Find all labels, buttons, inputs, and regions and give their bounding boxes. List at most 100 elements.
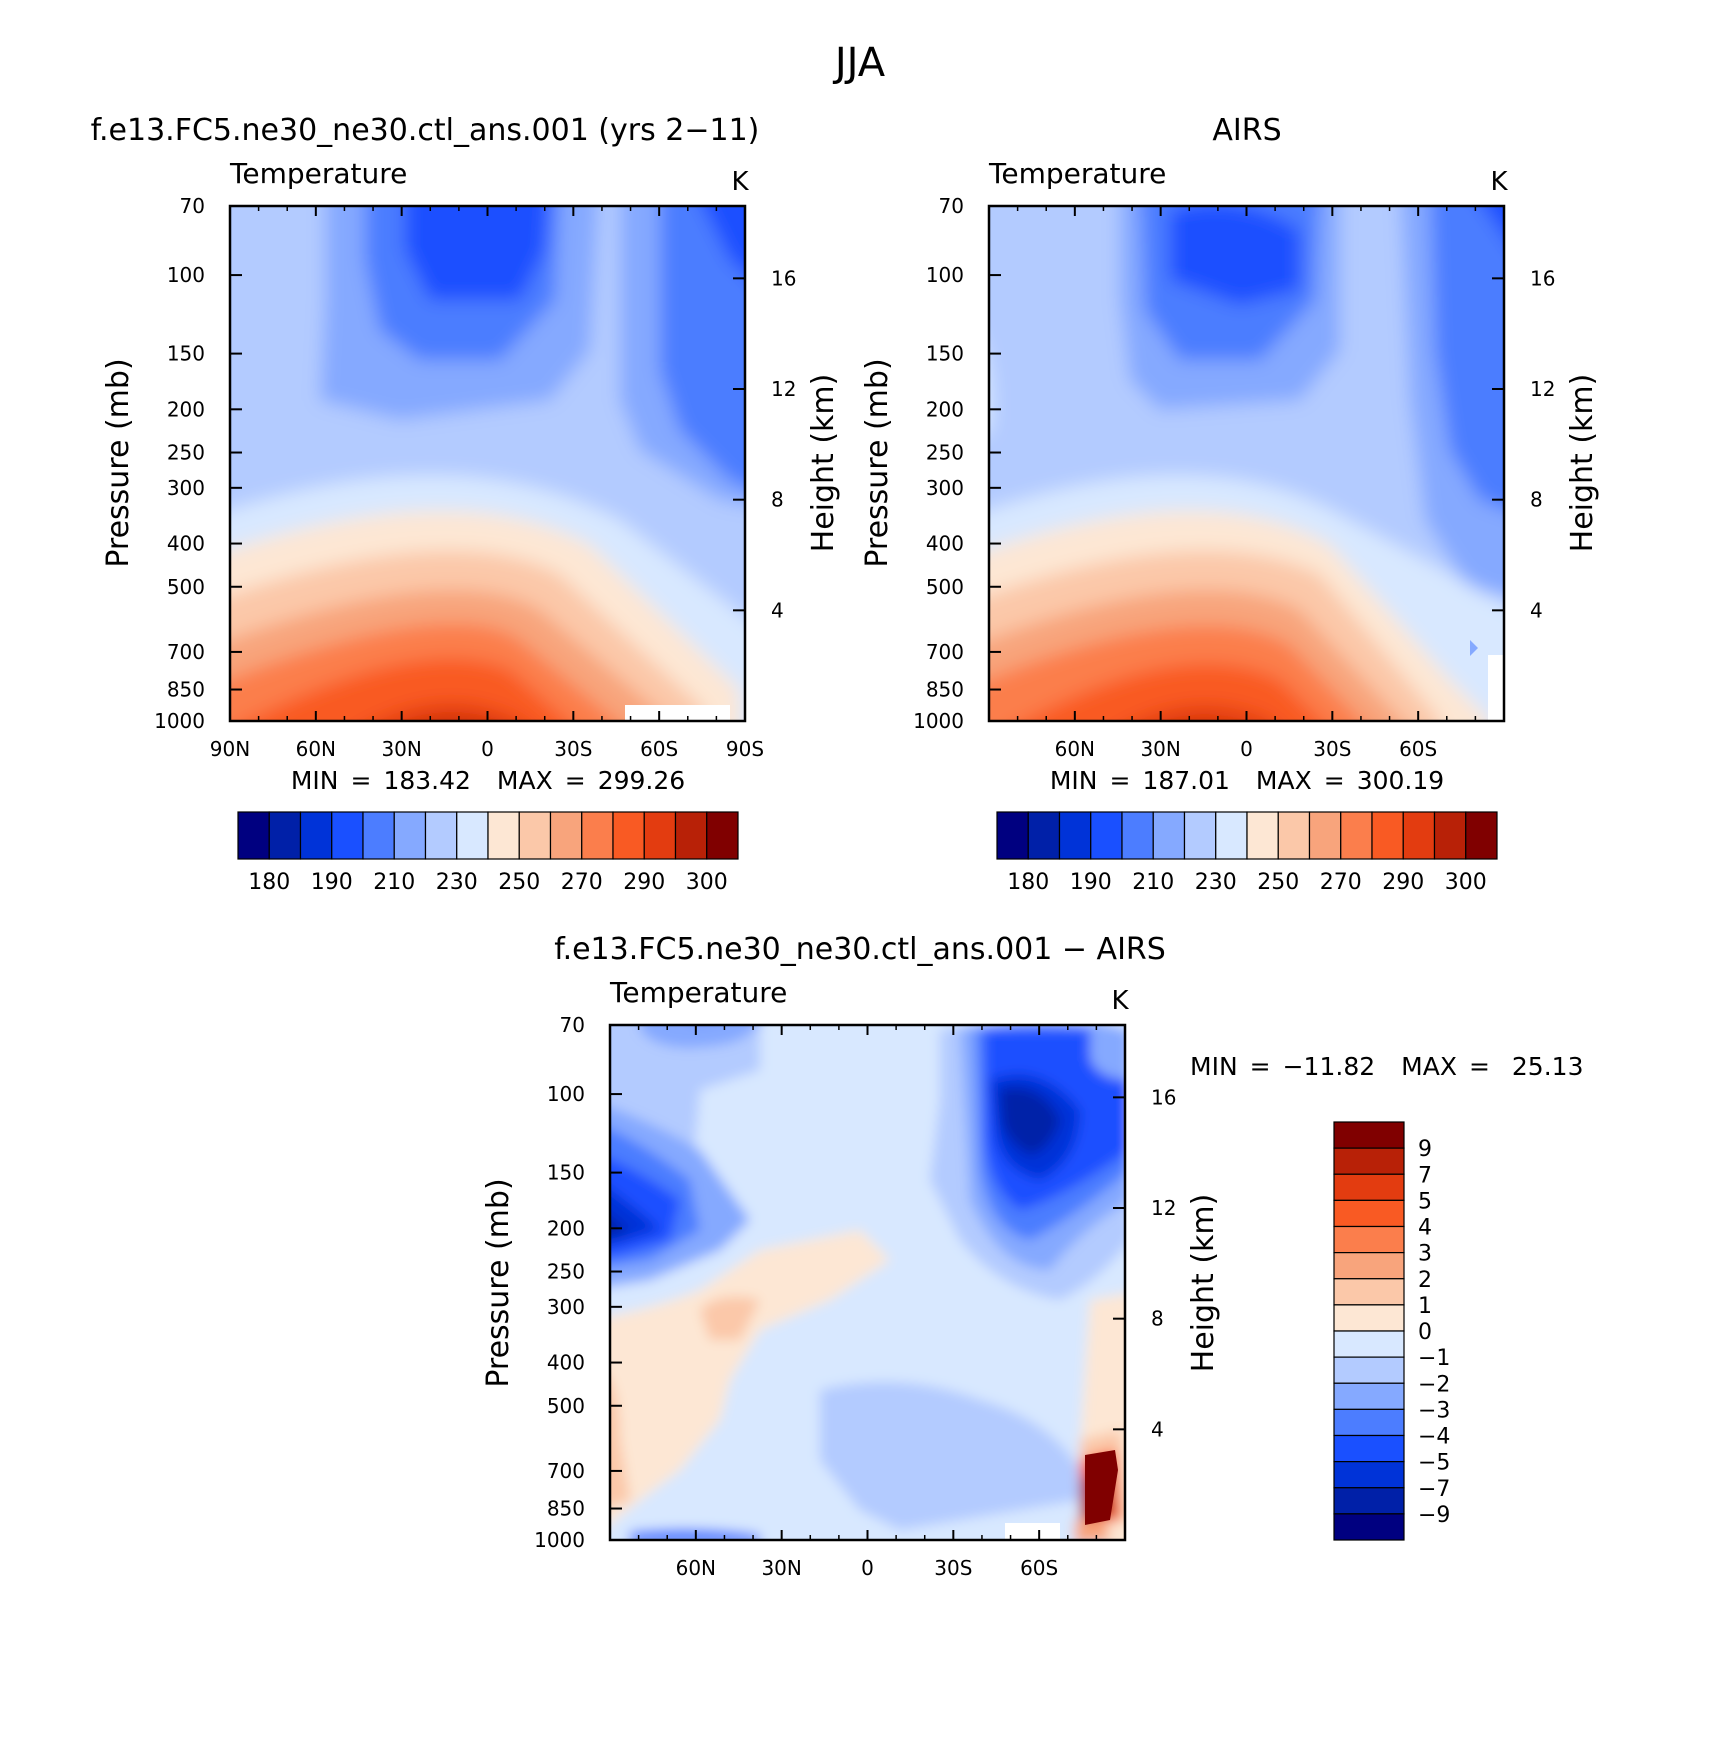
colorbar-box [1433,811,1467,860]
y-tick-label: 70 [939,194,964,218]
y-tick-label: 250 [926,441,964,465]
colorbar-label: −4 [1418,1425,1450,1450]
x-tick-label: 60S [640,737,678,761]
colorbar-box [1371,811,1404,860]
colorbar-box [268,811,302,860]
colorbar-label: 9 [1418,1137,1432,1162]
colorbar-box [299,811,333,860]
colorbar-label: 190 [1070,870,1112,895]
colorbar-label: −1 [1418,1346,1450,1371]
colorbar-box [1152,811,1186,860]
colorbar-box [1333,1408,1405,1437]
y-tick-label: 1000 [534,1528,585,1552]
y2-tick-label: 4 [1151,1417,1164,1441]
y-tick-label: 500 [926,575,964,599]
colorbar-box [424,811,458,860]
min-max-label: MIN = −11.82 MAX = 25.13 [1190,1052,1583,1081]
y2-axis-label: Height (km) [806,374,841,553]
x-tick-label: 30S [934,1556,972,1580]
colorbar-box [674,811,708,860]
colorbar-label: 1 [1418,1294,1432,1319]
y2-axis-label: Height (km) [1186,1194,1221,1373]
y2-tick-label: 12 [1530,377,1555,401]
colorbar-label: 3 [1418,1242,1432,1267]
colorbar-box [1027,811,1061,860]
colorbar-label: 7 [1418,1163,1432,1188]
colorbar-box [1333,1434,1405,1463]
units-label: K [731,167,749,197]
figure-title: JJA [832,40,886,86]
x-tick-label: 30N [761,1556,801,1580]
y-tick-label: 300 [926,476,964,500]
y-tick-label: 300 [167,476,205,500]
colorbar-box [518,811,552,860]
axes: 60N 30N 0 30S 60S 70 100 150 200 250 300 400 500 700 8… [913,194,1555,761]
panel-title: f.e13.FC5.ne30_ne30.ctl_ans.001 (yrs 2−1… [91,113,760,148]
colorbar-box [1402,811,1436,860]
colorbar-box [643,811,677,860]
y-tick-label: 70 [560,1013,585,1037]
colorbar-label: 210 [373,870,415,895]
colorbar-label: 230 [1195,870,1237,895]
colorbar-label: 250 [1257,870,1299,895]
y-tick-label: 400 [167,532,205,556]
colorbar-box [1183,811,1217,860]
y2-axis-label: Height (km) [1565,374,1600,553]
y-tick-label: 200 [547,1216,585,1240]
x-tick-label: 60S [1399,737,1437,761]
panel-model: f.e13.FC5.ne30_ne30.ctl_ans.001 (yrs 2−1… [91,113,841,895]
y-tick-label: 850 [926,678,964,702]
y-tick-label: 100 [547,1082,585,1106]
colorbar-box [331,811,364,860]
colorbar-box [487,811,520,860]
units-label: K [1111,986,1129,1016]
x-tick-label: 0 [1240,737,1253,761]
colorbar-box [1058,811,1092,860]
y-tick-label: 700 [167,640,205,664]
y-tick-label: 70 [180,194,205,218]
y-tick-label: 200 [926,397,964,421]
y-tick-label: 700 [547,1459,585,1483]
colorbar-box [1333,1147,1405,1175]
colorbar-label: 270 [1320,870,1362,895]
x-tick-label: 60N [676,1556,716,1580]
y-tick-label: 150 [926,342,964,366]
x-tick-label: 0 [861,1556,874,1580]
y-tick-label: 100 [926,263,964,287]
y-tick-label: 150 [167,342,205,366]
colorbar-box [1333,1382,1405,1410]
panel-subtitle: Temperature [988,157,1166,190]
colorbar-box [612,811,645,860]
colorbar-box [1333,1487,1405,1515]
units-label: K [1490,167,1508,197]
y2-tick-label: 16 [1530,266,1555,290]
x-tick-label: 60S [1020,1556,1058,1580]
axes: 60N 30N 0 30S 60S 70 100 150 200 250 300 400 500 700 8… [534,1013,1176,1580]
colorbar-box [1090,811,1123,860]
panel-subtitle: Temperature [609,976,787,1009]
colorbar-label: 250 [498,870,540,895]
panel-subtitle: Temperature [229,157,407,190]
y-tick-label: 700 [926,640,964,664]
contour-field [610,1025,1125,1540]
colorbar-box [1333,1199,1405,1228]
colorbar-label: 180 [248,870,290,895]
y-tick-label: 400 [926,532,964,556]
colorbar-label: 300 [1445,870,1487,895]
colorbar-label: −9 [1418,1503,1450,1528]
y-tick-label: 250 [547,1260,585,1284]
x-tick-label: 30S [554,737,592,761]
colorbar-label: 290 [623,870,665,895]
colorbar-label: −7 [1418,1477,1450,1502]
colorbar-box [1333,1121,1405,1149]
colorbar-label: −2 [1418,1372,1450,1397]
y-tick-label: 100 [167,263,205,287]
colorbar-box [237,811,270,860]
x-tick-label: 30N [1140,737,1180,761]
y-tick-label: 250 [167,441,205,465]
colorbar-box [1333,1356,1405,1384]
contour-field [989,206,1504,721]
colorbar-label: 300 [686,870,728,895]
colorbar-box [1215,811,1248,860]
